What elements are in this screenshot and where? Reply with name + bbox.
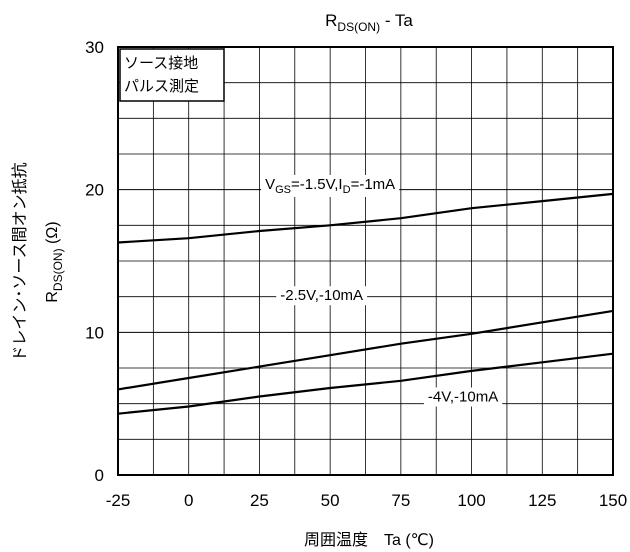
- x-tick-label: 150: [599, 491, 627, 510]
- grid: [118, 47, 613, 475]
- series-label-background: [261, 174, 400, 197]
- y-tick-label: 20: [85, 181, 104, 200]
- series-label-part: -4V,-10mA: [428, 389, 498, 406]
- chart-title-main: R: [325, 11, 337, 30]
- series-label-2: -2.5V,-10mA: [276, 286, 368, 306]
- series-label-part: GS: [275, 184, 291, 196]
- x-tick-label: 75: [391, 491, 410, 510]
- y-tick-label: 10: [85, 323, 104, 342]
- y-axis-label-main: R: [44, 291, 61, 303]
- series-label-text: VGS=-1.5V,ID=-1mA: [265, 176, 395, 196]
- x-tick-labels: -25 0 25 50 75 100 125 150: [106, 491, 627, 510]
- series-label-background: [276, 286, 368, 306]
- series-label-3: -4V,-10mA: [423, 387, 503, 407]
- x-tick-label: -25: [106, 491, 131, 510]
- series-line-1: [117, 192, 614, 244]
- x-tick-label: 100: [457, 491, 485, 510]
- y-axis-label-sub: DS(ON): [51, 248, 65, 291]
- condition-line-2: パルス測定: [124, 78, 199, 95]
- x-tick-label: 125: [528, 491, 556, 510]
- plot-frame: [117, 46, 614, 476]
- series-label-text: -2.5V,-10mA: [280, 287, 363, 304]
- series-label-1: VGS=-1.5V,ID=-1mA: [261, 174, 400, 197]
- y-axis-label-rest: (Ω): [44, 221, 61, 248]
- condition-line-1: ソース接地: [124, 55, 198, 72]
- y-axis-label-line2: RDS(ON) (Ω): [44, 221, 65, 302]
- series-label-text: -4V,-10mA: [428, 389, 498, 406]
- y-tick-labels: 0 10 20 30: [85, 38, 104, 485]
- x-axis-label: 周囲温度 Ta (℃): [304, 531, 434, 549]
- y-tick-label: 30: [85, 38, 104, 57]
- x-tick-label: 0: [184, 491, 193, 510]
- series-curves: [117, 192, 614, 415]
- chart-title: RDS(ON) - Ta: [325, 11, 413, 34]
- series-labels: VGS=-1.5V,ID=-1mA -2.5V,-10mA -4V,-10mA: [261, 174, 503, 407]
- chart-title-sub: DS(ON): [337, 20, 380, 34]
- series-label-part: =-1mA: [351, 176, 396, 193]
- series-label-part: =-1.5V,I: [291, 176, 343, 193]
- series-line-3: [117, 352, 614, 415]
- y-tick-label: 0: [95, 466, 104, 485]
- series-label-part: V: [265, 176, 275, 193]
- y-axis-label-line1: ドレイン･ソース間オン抵抗: [11, 162, 29, 361]
- x-tick-label: 25: [250, 491, 269, 510]
- series-label-part: -2.5V,-10mA: [280, 287, 363, 304]
- series-line-2: [117, 309, 614, 391]
- series-label-background: [423, 387, 503, 407]
- chart-title-rest: - Ta: [380, 11, 413, 30]
- series-label-part: D: [343, 184, 351, 196]
- condition-box: ソース接地 パルス測定: [119, 48, 225, 102]
- x-tick-label: 50: [321, 491, 340, 510]
